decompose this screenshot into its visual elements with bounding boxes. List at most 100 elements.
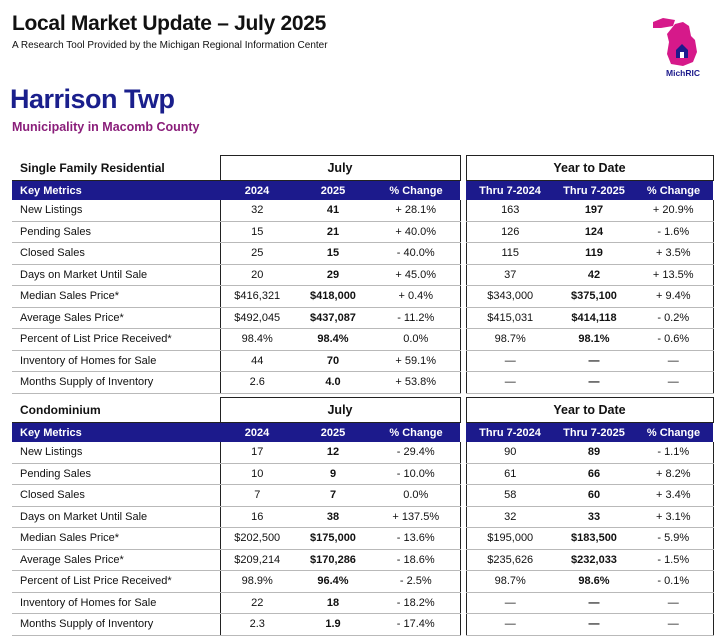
ytd-2024: 32 [465,506,554,528]
pct-change: - 29.4% [372,442,461,464]
ytd-pct-change: + 9.4% [634,285,714,308]
ytd-pct-change: - 0.2% [634,307,714,329]
ytd-2025: 197 [554,200,634,222]
metric-label: Pending Sales [12,221,220,243]
col-thru-2025: Thru 7-2025 [554,422,634,442]
pct-change: - 40.0% [372,242,461,265]
condo-metrics-table: Condominium July Year to Date Key Metric… [12,397,714,636]
metric-label: New Listings [12,200,220,222]
ytd-pct-change: + 13.5% [634,264,714,286]
ytd-2024: — [465,350,554,372]
value-2024: 7 [219,484,294,507]
ytd-2025: $414,118 [554,307,634,329]
condo-rows: New Listings 17 12- 29.4% 90 89- 1.1% Pending… [12,442,714,636]
metric-label: Percent of List Price Received* [12,328,220,351]
value-2024: 2.3 [219,613,294,636]
col-key-metrics: Key Metrics [12,422,220,442]
ytd-2025: $375,100 [554,285,634,308]
pct-change: - 11.2% [372,307,461,329]
ytd-2024: 98.7% [465,570,554,593]
value-2025: 38 [294,506,372,528]
group-header-ytd: Year to Date [465,155,714,181]
ytd-pct-change: - 1.1% [634,442,714,464]
table-row: Median Sales Price* $416,321 $418,000 + 0.4… [12,285,714,308]
metric-label: Months Supply of Inventory [12,371,220,394]
ytd-pct-change: + 3.4% [634,484,714,507]
ytd-2025: 98.1% [554,328,634,351]
table-row: Average Sales Price* $209,214 $170,286- 18… [12,549,714,571]
col-pct-change: % Change [372,422,460,442]
section-title: Single Family Residential [12,155,220,181]
ytd-2024: 58 [465,484,554,507]
col-2025: 2025 [294,180,372,200]
col-thru-2024: Thru 7-2024 [466,180,554,200]
value-2024: 98.9% [219,570,294,593]
ytd-pct-change: + 8.2% [634,463,714,485]
ytd-pct-change: - 0.1% [634,570,714,593]
table-row: Average Sales Price* $492,045 $437,087- 11… [12,307,714,329]
ytd-pct-change: — [634,371,714,394]
pct-change: + 53.8% [372,371,461,394]
ytd-2025: — [554,350,634,372]
table-row: New Listings 17 12- 29.4% 90 89- 1.1% [12,442,714,464]
value-2025: 21 [294,221,372,243]
table-row: Months Supply of Inventory 2.6 4.0 + 53.8% —… [12,371,714,394]
table-row: Median Sales Price* $202,500 $175,000- 13.… [12,527,714,550]
ytd-2025: — [554,613,634,636]
ytd-2025: $232,033 [554,549,634,571]
table-row: Months Supply of Inventory 2.3 1.9- 17.4% —… [12,613,714,636]
table-row: Percent of List Price Received* 98.4% 98.4… [12,328,714,351]
value-2024: $209,214 [219,549,294,571]
value-2025: $418,000 [294,285,372,308]
ytd-pct-change: — [634,613,714,636]
municipality-name: Harrison Twp [10,84,175,114]
ytd-2024: 115 [465,242,554,265]
col-pct-change: % Change [372,180,460,200]
table-row: Days on Market Until Sale 16 38 + 137.5% 32 3… [12,506,714,528]
metric-label: New Listings [12,442,220,464]
ytd-2025: 42 [554,264,634,286]
ytd-2024: $195,000 [465,527,554,550]
col-2024: 2024 [220,422,294,442]
ytd-pct-change: - 5.9% [634,527,714,550]
ytd-2024: 37 [465,264,554,286]
ytd-2025: 98.6% [554,570,634,593]
value-2025: $175,000 [294,527,372,550]
pct-change: 0.0% [372,328,461,351]
col-ytd-pct-change: % Change [634,422,713,442]
value-2025: 4.0 [294,371,372,394]
value-2024: 98.4% [219,328,294,351]
municipality-county: Municipality in Macomb County [12,120,200,134]
col-ytd-pct-change: % Change [634,180,713,200]
metric-label: Pending Sales [12,463,220,485]
group-header-month: July [219,155,461,181]
value-2025: 15 [294,242,372,265]
value-2024: 20 [219,264,294,286]
metric-label: Days on Market Until Sale [12,264,220,286]
sfr-rows: New Listings 32 41 + 28.1% 163 197 + 20.9% Pend… [12,200,714,394]
ytd-pct-change: + 3.1% [634,506,714,528]
sfr-metrics-table: Single Family Residential July Year to D… [12,155,714,394]
table-row: Pending Sales 10 9- 10.0% 61 66 + 8.2% [12,463,714,485]
value-2025: 29 [294,264,372,286]
ytd-pct-change: + 3.5% [634,242,714,265]
ytd-2024: 90 [465,442,554,464]
ytd-2024: — [465,592,554,614]
value-2024: 15 [219,221,294,243]
metric-label: Percent of List Price Received* [12,570,220,593]
pct-change: + 40.0% [372,221,461,243]
value-2024: 22 [219,592,294,614]
table-row: Inventory of Homes for Sale 22 18- 18.2% — —… [12,592,714,614]
ytd-2024: $415,031 [465,307,554,329]
group-header-ytd: Year to Date [465,397,714,423]
pct-change: - 13.6% [372,527,461,550]
value-2025: 18 [294,592,372,614]
value-2025: 1.9 [294,613,372,636]
value-2024: $202,500 [219,527,294,550]
report-title: Local Market Update – July 2025 [12,12,327,35]
ytd-pct-change: — [634,350,714,372]
value-2024: $492,045 [219,307,294,329]
ytd-pct-change: — [634,592,714,614]
value-2024: 17 [219,442,294,464]
table-row: Percent of List Price Received* 98.9% 96.4… [12,570,714,593]
